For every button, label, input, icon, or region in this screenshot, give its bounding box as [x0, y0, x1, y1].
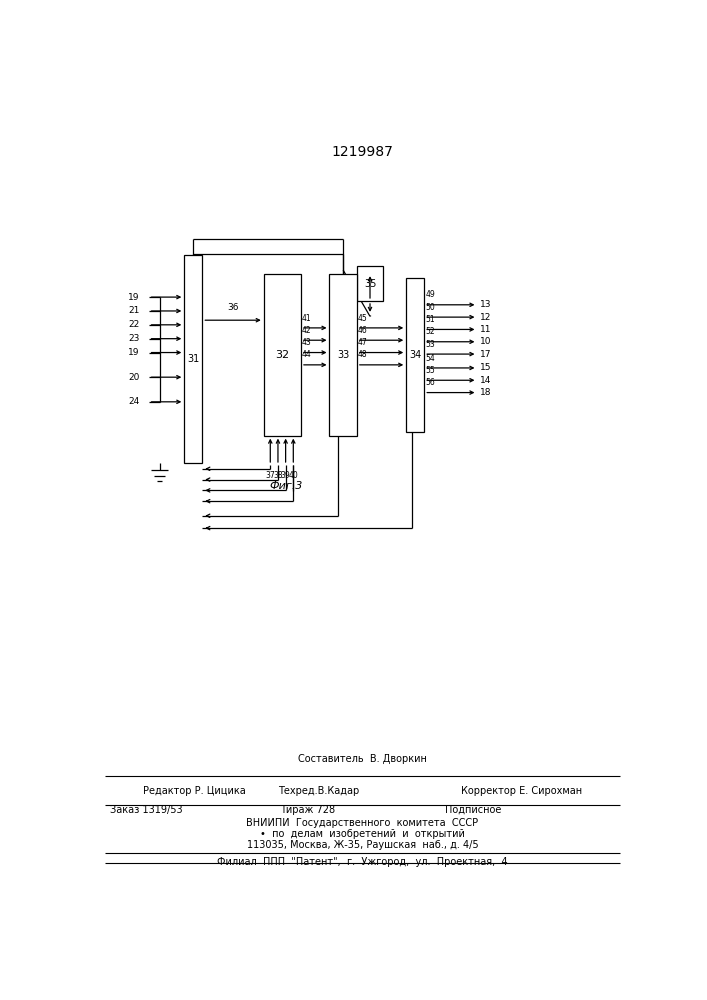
Text: 19: 19 — [128, 293, 139, 302]
Text: 36: 36 — [227, 304, 239, 312]
Text: 51: 51 — [426, 315, 435, 324]
Text: 17: 17 — [480, 350, 491, 359]
Text: Редактор Р. Цицика: Редактор Р. Цицика — [144, 786, 246, 796]
Text: Составитель  В. Дворкин: Составитель В. Дворкин — [298, 754, 427, 764]
Text: 50: 50 — [426, 303, 435, 312]
Text: 43: 43 — [302, 338, 312, 347]
Text: 21: 21 — [128, 306, 139, 315]
Text: 10: 10 — [480, 337, 491, 346]
Bar — [407, 278, 424, 432]
Bar — [185, 255, 202, 463]
Text: 45: 45 — [358, 314, 368, 323]
Text: 39: 39 — [281, 471, 291, 480]
Text: Техред.В.Кадар: Техред.В.Кадар — [278, 786, 359, 796]
Text: 13: 13 — [480, 300, 491, 309]
Text: 54: 54 — [426, 354, 435, 363]
Text: 24: 24 — [128, 397, 139, 406]
Text: 1219987: 1219987 — [332, 145, 393, 159]
Text: 55: 55 — [426, 366, 435, 375]
Text: 11: 11 — [480, 325, 491, 334]
Text: 37: 37 — [265, 471, 275, 480]
Text: 56: 56 — [426, 378, 435, 387]
Text: ВНИИПИ  Государственного  комитета  СССР: ВНИИПИ Государственного комитета СССР — [246, 818, 479, 828]
Text: 41: 41 — [302, 314, 312, 323]
Bar — [329, 274, 357, 436]
Text: 52: 52 — [426, 327, 435, 336]
Text: 14: 14 — [480, 376, 491, 385]
Text: 47: 47 — [358, 338, 368, 347]
Text: 34: 34 — [409, 350, 421, 360]
Text: 46: 46 — [358, 326, 368, 335]
Text: 48: 48 — [358, 350, 368, 359]
Text: 19: 19 — [128, 348, 139, 357]
Text: 32: 32 — [275, 350, 289, 360]
Text: 18: 18 — [480, 388, 491, 397]
Text: 35: 35 — [364, 279, 376, 289]
Text: 53: 53 — [426, 340, 435, 349]
Bar — [264, 274, 301, 436]
Text: Корректор Е. Сирохман: Корректор Е. Сирохман — [461, 786, 582, 796]
Text: 49: 49 — [426, 290, 435, 299]
Text: 44: 44 — [302, 350, 312, 359]
Text: 23: 23 — [128, 334, 139, 343]
Text: Тираж 728: Тираж 728 — [280, 805, 335, 815]
Text: 40: 40 — [288, 471, 298, 480]
Text: 15: 15 — [480, 363, 491, 372]
Text: Подписное: Подписное — [445, 805, 501, 815]
Text: 31: 31 — [187, 354, 199, 364]
Text: 12: 12 — [480, 313, 491, 322]
Text: 33: 33 — [337, 350, 349, 360]
Text: 22: 22 — [128, 320, 139, 329]
Text: 38: 38 — [273, 471, 283, 480]
Text: •  по  делам  изобретений  и  открытий: • по делам изобретений и открытий — [260, 829, 464, 839]
Text: 42: 42 — [302, 326, 312, 335]
Text: Заказ 1319/53: Заказ 1319/53 — [110, 805, 183, 815]
Bar — [357, 266, 383, 301]
Text: Филиал  ППП  "Патент",  г.  Ужгород,  ул.  Проектная,  4: Филиал ППП "Патент", г. Ужгород, ул. Про… — [217, 857, 508, 867]
Text: Фиг.3: Фиг.3 — [269, 481, 303, 491]
Text: 113035, Москва, Ж-35, Раушская  наб., д. 4/5: 113035, Москва, Ж-35, Раушская наб., д. … — [247, 840, 478, 850]
Text: 20: 20 — [128, 373, 139, 382]
